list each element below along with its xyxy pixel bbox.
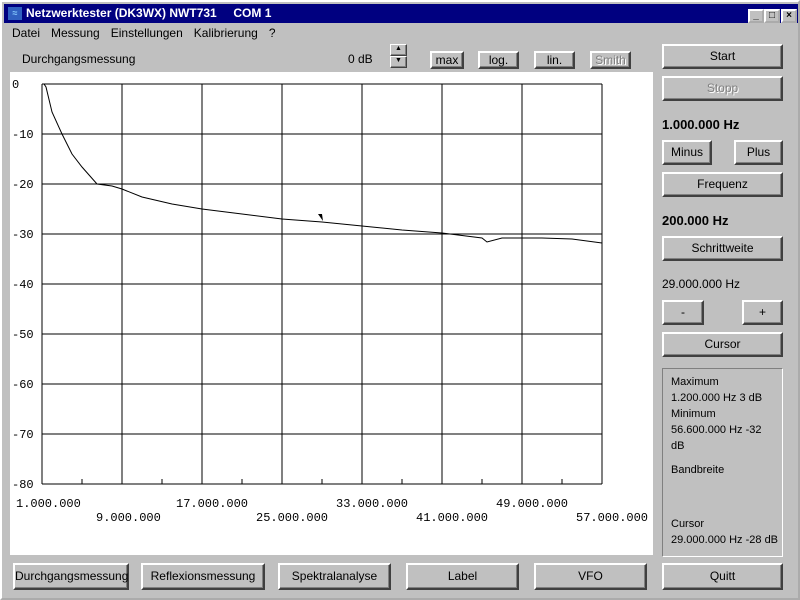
trace-line [43, 83, 603, 244]
maximum-value: 1.200.000 Hz 3 dB [671, 392, 763, 404]
spektralanalyse-button[interactable]: Spektralanalyse [278, 563, 391, 590]
x-tick-label: 33.000.000 [336, 497, 408, 511]
close-button[interactable]: × [781, 9, 797, 23]
start-button[interactable]: Start [662, 44, 783, 69]
durchgangsmessung-button[interactable]: Durchgangsmessung [13, 563, 129, 590]
x-tick-label: 17.000.000 [176, 497, 248, 511]
vfo-button[interactable]: VFO [534, 563, 647, 590]
menu-bar: Datei Messung Einstellungen Kalibrierung… [12, 26, 276, 40]
cursor-right-button[interactable]: + [742, 300, 783, 325]
cursor-value: 29.000.000 Hz -28 dB [671, 534, 779, 546]
info-panel: Maximum 1.200.000 Hz 3 dB Minimum 56.600… [662, 368, 783, 557]
cursor-left-button[interactable]: - [662, 300, 704, 325]
start-frequency: 1.000.000 Hz [662, 117, 740, 132]
y-tick-label: -40 [12, 278, 34, 292]
menu-einstellungen[interactable]: Einstellungen [110, 26, 183, 40]
schrittweite-button[interactable]: Schrittweite [662, 236, 783, 261]
y-tick-label: -30 [12, 228, 34, 242]
offset-value: 0 dB [348, 52, 373, 66]
minimize-button[interactable]: _ [748, 9, 764, 23]
x-tick-label: 1.000.000 [16, 497, 81, 511]
maximum-label: Maximum [671, 376, 719, 388]
cursor-button[interactable]: Cursor [662, 332, 783, 357]
y-tick-label: -60 [12, 378, 34, 392]
minimum-value: 56.600.000 Hz -32 dB [671, 424, 762, 452]
menu-datei[interactable]: Datei [12, 26, 41, 40]
cursor-frequency: 29.000.000 Hz [662, 277, 741, 291]
step-value: 200.000 Hz [662, 213, 729, 228]
reflexionsmessung-button[interactable]: Reflexionsmessung [141, 563, 265, 590]
minimum-label: Minimum [671, 408, 716, 420]
transmission-chart: 0 -10 -20 -30 -40 -50 -60 -70 -80 1.000.000 9.000.… [12, 78, 648, 525]
smith-button[interactable]: Smith [590, 51, 631, 69]
y-tick-label: -10 [12, 128, 34, 142]
menu-help[interactable]: ? [268, 26, 276, 40]
stopp-button[interactable]: Stopp [662, 76, 783, 101]
x-tick-label: 9.000.000 [96, 511, 161, 525]
offset-up-button[interactable]: ▲ [390, 44, 407, 56]
minus-button[interactable]: Minus [662, 140, 712, 165]
app-icon: ≈ [8, 7, 22, 20]
window-title: Netzwerktester (DK3WX) NWT731 COM 1 [26, 6, 272, 20]
x-tick-label: 57.000.000 [576, 511, 648, 525]
cursor-marker [318, 214, 323, 221]
maximize-button[interactable]: □ [764, 9, 780, 23]
bandbreite-label: Bandbreite [671, 464, 725, 476]
y-tick-label: -80 [12, 478, 34, 492]
x-tick-label: 49.000.000 [496, 497, 568, 511]
x-tick-label: 41.000.000 [416, 511, 488, 525]
title-bar: ≈ Netzwerktester (DK3WX) NWT731 COM 1 _ … [4, 4, 798, 23]
plus-button[interactable]: Plus [734, 140, 783, 165]
menu-kalibrierung[interactable]: Kalibrierung [193, 26, 258, 40]
cursor-label: Cursor [671, 518, 705, 530]
x-tick-label: 25.000.000 [256, 511, 328, 525]
log-button[interactable]: log. [478, 51, 519, 69]
label-button[interactable]: Label [406, 563, 519, 590]
plot-area[interactable]: 0 -10 -20 -30 -40 -50 -60 -70 -80 1.000.000 9.000.… [10, 72, 653, 555]
menu-messung[interactable]: Messung [51, 26, 100, 40]
max-button[interactable]: max [430, 51, 464, 69]
quitt-button[interactable]: Quitt [662, 563, 783, 590]
offset-down-button[interactable]: ▼ [390, 56, 407, 68]
y-tick-label: -70 [12, 428, 34, 442]
y-tick-label: -20 [12, 178, 34, 192]
y-tick-label: 0 [12, 78, 19, 92]
y-tick-label: -50 [12, 328, 34, 342]
lin-button[interactable]: lin. [534, 51, 575, 69]
mode-label: Durchgangsmessung [22, 52, 136, 66]
frequenz-button[interactable]: Frequenz [662, 172, 783, 197]
